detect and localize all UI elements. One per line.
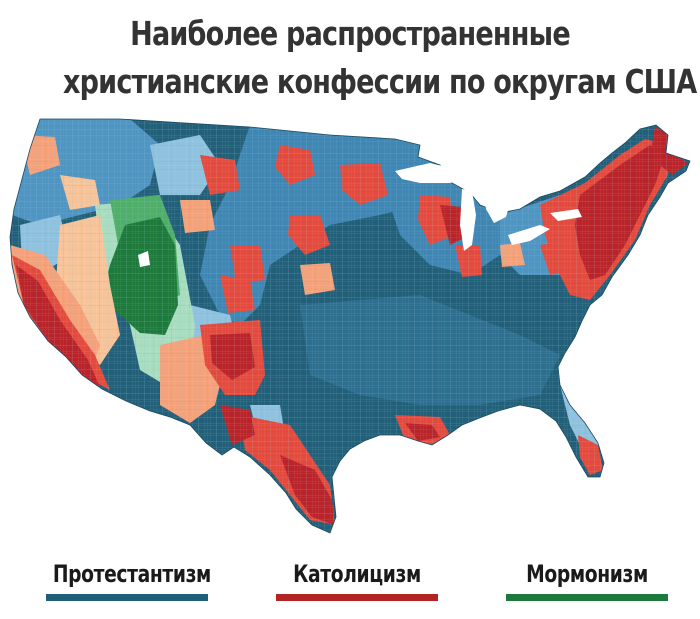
legend-swatch-catholic bbox=[276, 594, 438, 601]
title-line-1: Наиболее распространенные bbox=[130, 14, 571, 53]
legend-item-catholic: Католицизм bbox=[262, 560, 452, 601]
lake-erie bbox=[508, 225, 550, 245]
lake-huron bbox=[482, 185, 512, 223]
legend: Протестантизм Католицизм Мормонизм bbox=[0, 560, 700, 610]
title-line-2: христианские конфессии по округам США bbox=[63, 62, 697, 101]
page-title: Наиболее распространенные христианские к… bbox=[63, 10, 697, 106]
legend-label-protestant: Протестантизм bbox=[52, 560, 211, 588]
lake-michigan bbox=[460, 189, 476, 251]
lake-superior bbox=[395, 163, 470, 183]
legend-label-catholic: Католицизм bbox=[293, 560, 421, 588]
legend-item-mormon: Мормонизм bbox=[492, 560, 682, 601]
legend-swatch-protestant bbox=[46, 594, 208, 601]
legend-item-protestant: Протестантизм bbox=[32, 560, 222, 601]
legend-label-mormon: Мормонизм bbox=[526, 560, 648, 588]
legend-swatch-mormon bbox=[506, 594, 668, 601]
map-regions bbox=[10, 119, 690, 533]
lake-ontario bbox=[550, 209, 582, 221]
us-county-map bbox=[9, 118, 691, 534]
great-salt-lake bbox=[138, 251, 150, 267]
